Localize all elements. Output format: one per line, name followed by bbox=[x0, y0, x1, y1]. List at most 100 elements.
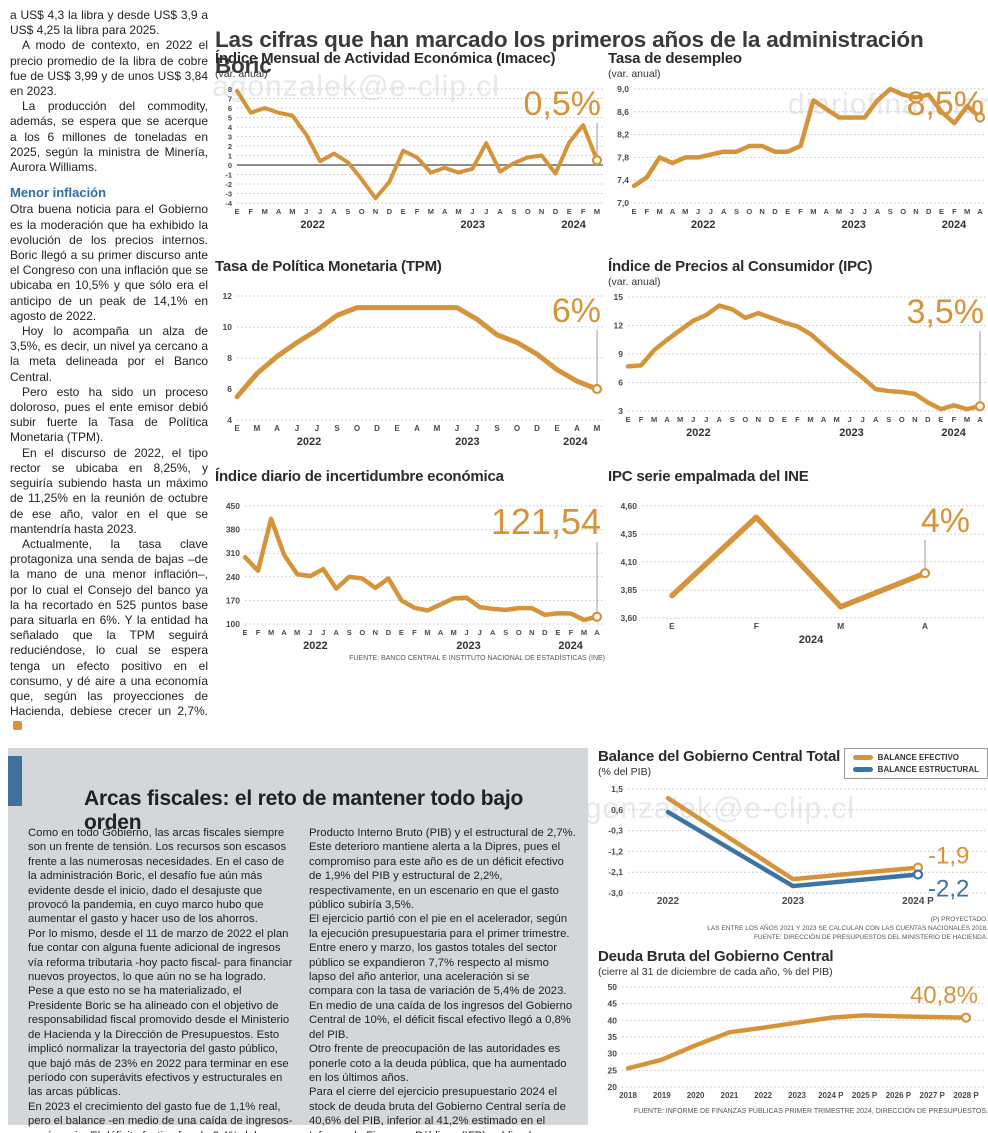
svg-text:7: 7 bbox=[228, 95, 232, 104]
svg-text:2024: 2024 bbox=[799, 634, 824, 646]
svg-text:M: M bbox=[677, 415, 683, 424]
svg-text:M: M bbox=[594, 424, 601, 433]
svg-text:30: 30 bbox=[608, 1049, 618, 1059]
svg-text:3,85: 3,85 bbox=[620, 585, 637, 595]
svg-text:-4: -4 bbox=[225, 199, 232, 208]
svg-text:J: J bbox=[704, 415, 708, 424]
chart-title: Deuda Bruta del Gobierno Central bbox=[598, 948, 834, 965]
left-article-column: a US$ 4,3 la libra y desde US$ 3,9 a US$… bbox=[10, 8, 208, 735]
svg-text:9: 9 bbox=[618, 349, 623, 359]
svg-text:A: A bbox=[821, 415, 827, 424]
svg-text:M: M bbox=[651, 415, 657, 424]
chart-title: Tasa de desempleo bbox=[608, 50, 742, 67]
svg-text:J: J bbox=[861, 415, 865, 424]
svg-text:2023: 2023 bbox=[461, 219, 485, 231]
svg-text:0,6: 0,6 bbox=[611, 805, 623, 815]
svg-text:O: O bbox=[354, 424, 360, 433]
svg-text:2023: 2023 bbox=[455, 436, 479, 448]
svg-text:7,8: 7,8 bbox=[617, 152, 629, 162]
chart-title: IPC serie empalmada del INE bbox=[608, 468, 809, 485]
article-paragraph: Hoy lo acompaña un alza de 3,5%, es deci… bbox=[10, 324, 208, 384]
svg-text:D: D bbox=[925, 415, 931, 424]
fiscal-paragraph: Como en todo Gobierno, las arcas fiscale… bbox=[28, 827, 287, 926]
svg-text:40: 40 bbox=[608, 1015, 618, 1025]
svg-text:S: S bbox=[734, 207, 739, 216]
svg-text:2024: 2024 bbox=[558, 640, 583, 652]
svg-text:4%: 4% bbox=[921, 502, 970, 540]
svg-text:M: M bbox=[581, 628, 587, 637]
svg-text:3,60: 3,60 bbox=[620, 613, 637, 623]
chart-plot: 1,5 0,6 -0,3 -1,2 -2,1 -3,0 2022 2023 2024 P -1,9… bbox=[598, 781, 988, 913]
svg-text:A: A bbox=[442, 207, 448, 216]
svg-text:F: F bbox=[256, 628, 261, 637]
svg-text:M: M bbox=[428, 207, 434, 216]
svg-text:J: J bbox=[484, 207, 488, 216]
svg-text:A: A bbox=[334, 628, 340, 637]
svg-text:A: A bbox=[977, 207, 983, 216]
svg-text:E: E bbox=[785, 207, 790, 216]
svg-text:2023: 2023 bbox=[456, 640, 480, 652]
svg-text:-1: -1 bbox=[225, 171, 232, 180]
svg-text:2027 P: 2027 P bbox=[920, 1091, 946, 1100]
svg-text:2025 P: 2025 P bbox=[852, 1091, 878, 1100]
chart-source: FUENTE: INFORME DE FINANZAS PÚBLICAS PRI… bbox=[633, 1108, 988, 1115]
svg-text:-3: -3 bbox=[225, 190, 232, 199]
svg-text:2022: 2022 bbox=[300, 219, 324, 231]
svg-text:O: O bbox=[746, 207, 752, 216]
svg-text:M: M bbox=[455, 207, 461, 216]
svg-text:S: S bbox=[730, 415, 735, 424]
svg-text:7,4: 7,4 bbox=[617, 175, 629, 185]
chart-plot: 8 7 6 5 4 3 2 1 0 -1 -2 -3 -4 E F M A M J J A S O N D E F M A M J J A S O N… bbox=[215, 81, 605, 233]
svg-text:380: 380 bbox=[226, 525, 240, 535]
chart-title: Índice Mensual de Actividad Económica (I… bbox=[215, 50, 556, 67]
svg-text:-2: -2 bbox=[225, 180, 232, 189]
svg-text:M: M bbox=[807, 415, 813, 424]
svg-text:M: M bbox=[434, 424, 441, 433]
chart-title: Índice de Precios al Consumidor (IPC) bbox=[608, 258, 873, 275]
chart-subtitle: (var. anual) bbox=[215, 68, 268, 80]
svg-text:A: A bbox=[670, 207, 676, 216]
svg-text:2024: 2024 bbox=[561, 219, 586, 231]
svg-text:M: M bbox=[682, 207, 688, 216]
svg-text:6: 6 bbox=[618, 378, 623, 388]
svg-text:A: A bbox=[274, 424, 280, 433]
svg-text:4: 4 bbox=[228, 123, 233, 132]
svg-text:N: N bbox=[912, 415, 917, 424]
svg-text:F: F bbox=[412, 628, 417, 637]
svg-text:3,5%: 3,5% bbox=[907, 293, 985, 331]
svg-text:25: 25 bbox=[608, 1065, 618, 1075]
svg-text:A: A bbox=[721, 207, 727, 216]
article-paragraph: A modo de contexto, en 2022 el precio pr… bbox=[10, 38, 208, 99]
legend-label: BALANCE EFECTIVO bbox=[877, 753, 960, 762]
svg-text:N: N bbox=[373, 207, 378, 216]
svg-text:2022: 2022 bbox=[297, 436, 321, 448]
svg-text:2022: 2022 bbox=[303, 640, 327, 652]
svg-text:M: M bbox=[294, 628, 300, 637]
svg-text:J: J bbox=[478, 628, 482, 637]
svg-text:240: 240 bbox=[226, 572, 240, 582]
svg-text:2023: 2023 bbox=[782, 896, 805, 907]
svg-text:S: S bbox=[494, 424, 500, 433]
chart-subtitle: (var. anual) bbox=[608, 68, 661, 80]
svg-text:E: E bbox=[554, 424, 560, 433]
svg-text:8: 8 bbox=[228, 85, 232, 94]
svg-text:1,5: 1,5 bbox=[611, 784, 623, 794]
svg-text:M: M bbox=[450, 628, 456, 637]
svg-text:M: M bbox=[964, 207, 970, 216]
article-paragraph: En el discurso de 2022, el tipo rector s… bbox=[10, 445, 208, 536]
svg-text:J: J bbox=[455, 424, 459, 433]
article-subhead: Menor inflación bbox=[10, 185, 107, 201]
chart-desempleo: Tasa de desempleo (var. anual) 9,0 8,6 8,2… bbox=[608, 50, 988, 250]
svg-text:50: 50 bbox=[608, 982, 618, 992]
svg-text:6: 6 bbox=[228, 104, 232, 113]
fiscal-title: Arcas fiscales: el reto de mantener todo… bbox=[84, 787, 524, 835]
svg-text:N: N bbox=[529, 628, 534, 637]
svg-text:D: D bbox=[374, 424, 380, 433]
svg-text:2024 P: 2024 P bbox=[902, 896, 934, 907]
svg-text:E: E bbox=[242, 628, 247, 637]
svg-text:2: 2 bbox=[228, 142, 232, 151]
svg-text:J: J bbox=[304, 207, 308, 216]
svg-text:O: O bbox=[525, 207, 531, 216]
svg-text:J: J bbox=[295, 424, 299, 433]
section-accent-bar bbox=[8, 756, 22, 806]
